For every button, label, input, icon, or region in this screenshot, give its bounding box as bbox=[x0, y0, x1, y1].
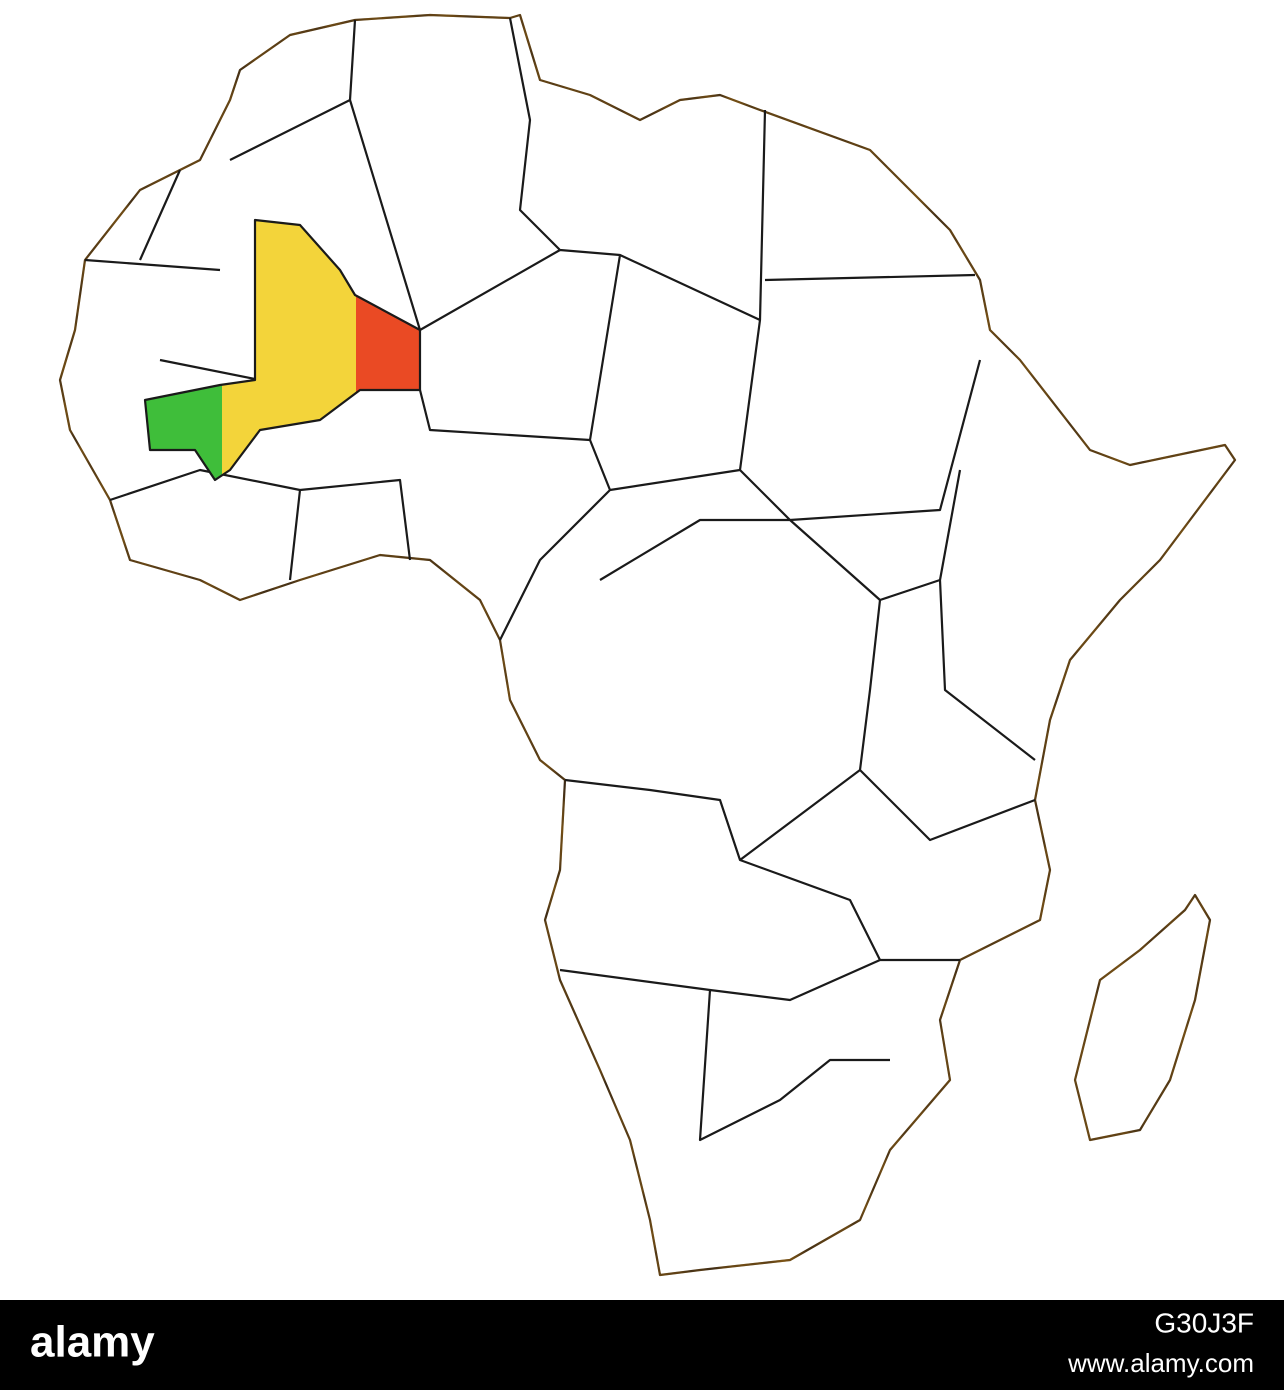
mali-border bbox=[143, 218, 422, 482]
madagascar bbox=[1073, 893, 1212, 1142]
image-id: G30J3F bbox=[1154, 1307, 1254, 1338]
flag-yellow bbox=[222, 220, 356, 480]
watermark: alamy bbox=[1033, 491, 1147, 535]
footer-bar bbox=[0, 1300, 1284, 1390]
africa bbox=[58, 13, 1237, 1277]
flag-green bbox=[145, 220, 222, 480]
flag-red bbox=[356, 220, 420, 480]
country-borders bbox=[84, 17, 1036, 1142]
url: www.alamy.com bbox=[1067, 1348, 1254, 1378]
watermark: alamy bbox=[143, 491, 257, 535]
watermark: alamy bbox=[583, 626, 697, 670]
mali-flag bbox=[145, 220, 420, 480]
logo: alamy bbox=[30, 1318, 155, 1367]
continent bbox=[58, 13, 1237, 1277]
watermark: alamy bbox=[883, 881, 997, 925]
